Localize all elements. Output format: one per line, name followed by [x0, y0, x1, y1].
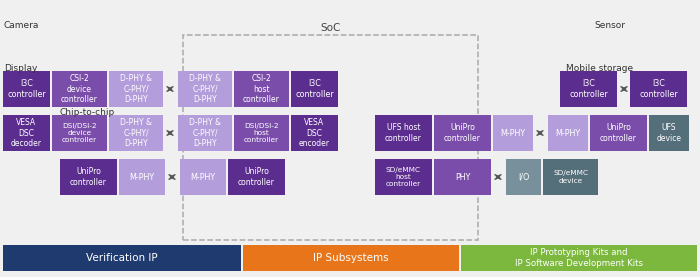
Text: M-PHY: M-PHY	[130, 173, 155, 181]
Text: DSI/DSI-2
host
controller: DSI/DSI-2 host controller	[244, 123, 279, 143]
Text: IP Subsystems: IP Subsystems	[313, 253, 389, 263]
Text: I3C
controller: I3C controller	[569, 79, 608, 99]
Text: UniPro
controller: UniPro controller	[600, 123, 637, 143]
Bar	[109, 115, 163, 151]
Text: Mobile storage: Mobile storage	[566, 64, 633, 73]
Text: SD/eMMC
device: SD/eMMC device	[553, 170, 588, 184]
Bar	[291, 71, 338, 107]
Bar	[434, 159, 491, 195]
Text: UFS host
controller: UFS host controller	[385, 123, 422, 143]
Bar	[178, 115, 232, 151]
Text: SD/eMMC
host
controller: SD/eMMC host controller	[386, 167, 421, 187]
Text: SoC: SoC	[321, 23, 341, 33]
Text: I3C
controller: I3C controller	[7, 79, 46, 99]
Bar	[375, 159, 432, 195]
Text: UniPro
controller: UniPro controller	[444, 123, 481, 143]
Text: UFS
device: UFS device	[657, 123, 682, 143]
Text: VESA
DSC
encoder: VESA DSC encoder	[299, 118, 330, 148]
Text: I3C
controller: I3C controller	[295, 79, 334, 99]
Bar	[291, 115, 338, 151]
Text: M-PHY: M-PHY	[190, 173, 216, 181]
Bar	[234, 71, 289, 107]
Text: Display: Display	[4, 64, 37, 73]
Bar	[375, 115, 432, 151]
Bar	[3, 71, 50, 107]
Bar	[243, 245, 459, 271]
Bar	[461, 245, 697, 271]
Text: D-PHY &
C-PHY/
D-PHY: D-PHY & C-PHY/ D-PHY	[120, 118, 152, 148]
Text: I3C
controller: I3C controller	[639, 79, 678, 99]
Bar	[119, 159, 165, 195]
Bar	[649, 115, 689, 151]
Text: DSI/DSI-2
device
controller: DSI/DSI-2 device controller	[62, 123, 97, 143]
Bar	[543, 159, 598, 195]
Bar	[178, 71, 232, 107]
Bar	[548, 115, 588, 151]
Text: Camera: Camera	[4, 21, 39, 30]
Text: IP Prototyping Kits and
IP Software Development Kits: IP Prototyping Kits and IP Software Deve…	[515, 248, 643, 268]
Text: VESA
DSC
decoder: VESA DSC decoder	[11, 118, 42, 148]
Text: CSI-2
device
controller: CSI-2 device controller	[61, 74, 98, 104]
Bar	[60, 159, 117, 195]
Bar	[3, 245, 241, 271]
Bar	[590, 115, 647, 151]
Bar	[630, 71, 687, 107]
Text: CSI-2
host
controller: CSI-2 host controller	[243, 74, 280, 104]
Bar	[506, 159, 541, 195]
Text: I/O: I/O	[518, 173, 529, 181]
Text: M-PHY: M-PHY	[555, 129, 580, 137]
Bar	[180, 159, 226, 195]
Bar	[109, 71, 163, 107]
Bar	[52, 71, 107, 107]
Text: UniPro
controller: UniPro controller	[238, 167, 275, 187]
Bar	[493, 115, 533, 151]
Text: PHY: PHY	[455, 173, 470, 181]
Bar	[52, 115, 107, 151]
Bar	[228, 159, 285, 195]
Text: D-PHY &
C-PHY/
D-PHY: D-PHY & C-PHY/ D-PHY	[189, 74, 221, 104]
Text: UniPro
controller: UniPro controller	[70, 167, 107, 187]
Text: M-PHY: M-PHY	[500, 129, 526, 137]
Text: Verification IP: Verification IP	[86, 253, 158, 263]
Bar	[434, 115, 491, 151]
Text: D-PHY &
C-PHY/
D-PHY: D-PHY & C-PHY/ D-PHY	[189, 118, 221, 148]
Bar	[3, 115, 50, 151]
Text: Sensor: Sensor	[594, 21, 625, 30]
Bar	[560, 71, 617, 107]
Bar	[183, 35, 478, 240]
Text: D-PHY &
C-PHY/
D-PHY: D-PHY & C-PHY/ D-PHY	[120, 74, 152, 104]
Bar	[234, 115, 289, 151]
Text: Chip-to-chip: Chip-to-chip	[60, 108, 116, 117]
